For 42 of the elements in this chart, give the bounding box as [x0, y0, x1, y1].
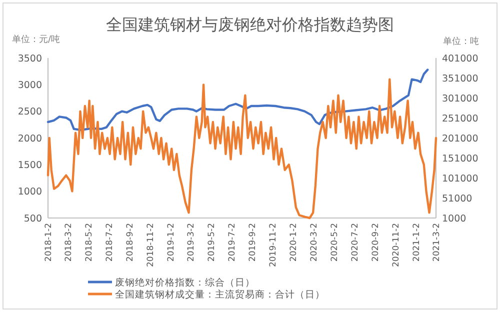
y-tick-label: 1500: [18, 160, 42, 171]
x-tick-label: 2021-3-2: [432, 223, 442, 262]
x-tick-label: 2019-11-2: [268, 223, 279, 267]
x-tick-label: 2018-7-2: [104, 223, 115, 262]
legend-label: 全国建筑钢材成交量：主流贸易商：合计（日）: [115, 288, 325, 300]
y-tick-label: 500: [24, 213, 42, 224]
y2-tick-label: 301000: [442, 93, 478, 104]
y2-tick-label: 1000: [442, 213, 466, 224]
x-tick-label: 2019-3-2: [186, 223, 196, 262]
y2-tick-label: 101000: [442, 173, 478, 184]
y2-tick-label: 251000: [442, 113, 478, 124]
y-axis-title: 单位：元/吨: [12, 34, 60, 45]
x-tick-label: 2019-9-2: [248, 223, 258, 262]
x-tick-label: 2019-5-2: [206, 223, 217, 262]
y2-tick-label: 401000: [442, 53, 478, 64]
y2-axis-title: 单位：吨: [443, 36, 479, 47]
y-tick-label: 2000: [18, 133, 42, 144]
line-series: [46, 68, 429, 132]
y2-tick-label: 51000: [442, 193, 472, 204]
x-tick-label: 2018-9-2: [126, 223, 136, 262]
y-tick-label: 1000: [18, 186, 42, 198]
x-tick-label: 2018-11-2: [146, 223, 156, 267]
x-tick-label: 2020-7-2: [350, 223, 360, 262]
x-tick-label: 2020-5-2: [330, 223, 340, 262]
y2-tick-label: 351000: [442, 73, 478, 84]
y2-tick-label: 201000: [442, 133, 478, 144]
x-tick-label: 2020-9-2: [371, 223, 382, 262]
x-tick-label: 2019-7-2: [227, 223, 238, 262]
x-tick-label: 2020-3-2: [309, 223, 320, 262]
x-tick-label: 2019-1-2: [166, 223, 177, 262]
y2-tick-label: 151000: [442, 153, 478, 164]
legend-label: 废钢绝对价格指数：综合（日）: [115, 276, 255, 288]
x-tick-label: 2021-1-2: [412, 223, 422, 262]
chart-title: 全国建筑钢材与废钢绝对价格指数趋势图: [106, 15, 394, 34]
x-tick-label: 2020-1-2: [289, 223, 300, 262]
y-tick-label: 2500: [18, 106, 42, 118]
x-tick-label: 2018-1-2: [44, 223, 54, 262]
x-tick-label: 2018-3-2: [64, 223, 74, 262]
y-tick-label: 3000: [18, 80, 42, 91]
x-tick-label: 2020-11-2: [392, 223, 402, 267]
y-tick-label: 3500: [18, 53, 42, 64]
x-tick-label: 2018-5-2: [84, 223, 94, 262]
